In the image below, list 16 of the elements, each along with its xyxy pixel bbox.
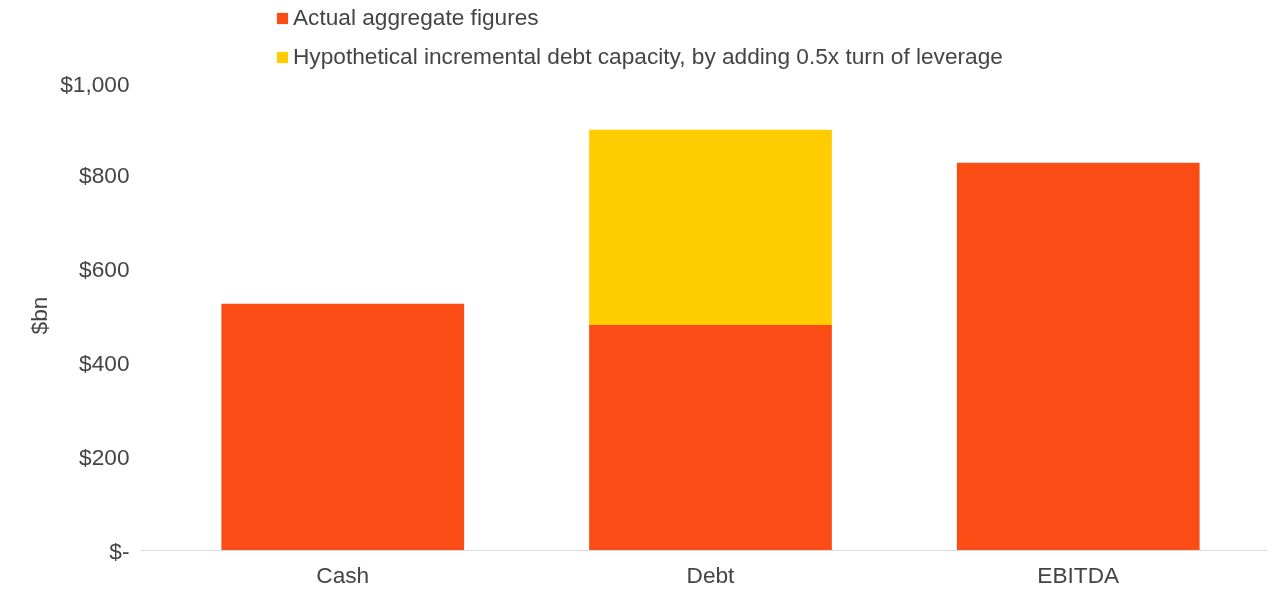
y-tick-label: $600 xyxy=(79,255,130,282)
bar xyxy=(589,129,832,325)
y-tick-label: $200 xyxy=(79,443,130,470)
y-tick-label: $400 xyxy=(79,349,130,376)
bar xyxy=(956,162,1200,551)
x-tick-label: Cash xyxy=(316,561,370,588)
x-tick-label: EBITDA xyxy=(1037,561,1121,588)
y-tick-label: $1,000 xyxy=(60,70,130,97)
x-tick-label: Debt xyxy=(686,561,736,588)
legend-label: Actual aggregate figures xyxy=(293,4,539,31)
bar xyxy=(589,324,832,551)
legend-label: Hypothetical incremental debt capacity, by adding 0.5x turn of leverage xyxy=(293,43,1003,70)
y-tick-label: $800 xyxy=(79,161,130,188)
bar xyxy=(221,303,465,551)
y-tick-label: $- xyxy=(109,537,130,564)
y-axis-title: $bn xyxy=(26,296,53,335)
